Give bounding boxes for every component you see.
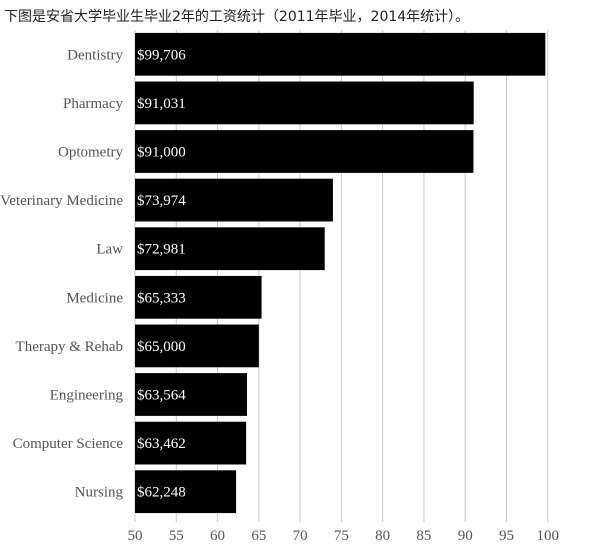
category-label: Veterinary Medicine	[0, 193, 123, 209]
x-tick-label: 80	[375, 528, 390, 544]
value-label: $63,564	[137, 388, 186, 404]
category-label: Optometry	[58, 145, 123, 161]
bar-veterinary-medicine	[135, 178, 333, 222]
value-label: $73,974	[137, 193, 186, 209]
x-tick-label: 85	[416, 528, 431, 544]
category-label: Nursing	[75, 485, 124, 501]
bar-medicine	[135, 275, 262, 319]
x-tick-label: 65	[251, 528, 266, 544]
bar-dentistry	[135, 32, 546, 76]
category-label: Pharmacy	[63, 96, 123, 112]
bar-nursing	[135, 470, 237, 514]
category-label: Dentistry	[67, 47, 123, 63]
x-axis: 50 55 60 65 70 75 80 85 90 95 100	[128, 528, 559, 544]
value-label: $65,000	[137, 339, 186, 355]
value-label: $62,248	[137, 485, 186, 501]
x-tick-label: 90	[458, 528, 473, 544]
value-label: $91,031	[137, 96, 186, 112]
x-tick-label: 55	[169, 528, 184, 544]
x-tick-label: 70	[293, 528, 308, 544]
category-label: Therapy & Rehab	[16, 339, 123, 355]
category-label: Computer Science	[13, 436, 124, 452]
bar-pharmacy	[135, 81, 474, 125]
x-tick-label: 95	[499, 528, 514, 544]
category-label: Medicine	[66, 290, 123, 306]
category-axis: Dentistry Pharmacy Optometry Veterinary Med…	[0, 47, 123, 500]
bar-law	[135, 227, 325, 271]
x-tick-label: 100	[536, 528, 559, 544]
x-tick-label: 60	[210, 528, 225, 544]
bar-layer: $99,706 $91,031 $91,000 $73,974 $72,981 $65,3…	[135, 32, 546, 514]
value-label: $91,000	[137, 145, 186, 161]
category-label: Engineering	[50, 388, 124, 404]
x-tick-label: 50	[128, 528, 143, 544]
category-label: Law	[96, 242, 123, 258]
bar-computer-science	[135, 421, 247, 465]
value-label: $65,333	[137, 290, 186, 306]
value-label: $63,462	[137, 436, 186, 452]
bar-engineering	[135, 373, 247, 416]
chart-caption: 下图是安省大学毕业生毕业2年的工资统计（2011年毕业，2014年统计）。	[4, 9, 470, 25]
value-label: $72,981	[137, 242, 186, 258]
bar-therapy-rehab	[135, 324, 259, 368]
x-tick-label: 75	[334, 528, 349, 544]
bar-optometry	[135, 130, 474, 173]
value-label: $99,706	[137, 47, 186, 63]
